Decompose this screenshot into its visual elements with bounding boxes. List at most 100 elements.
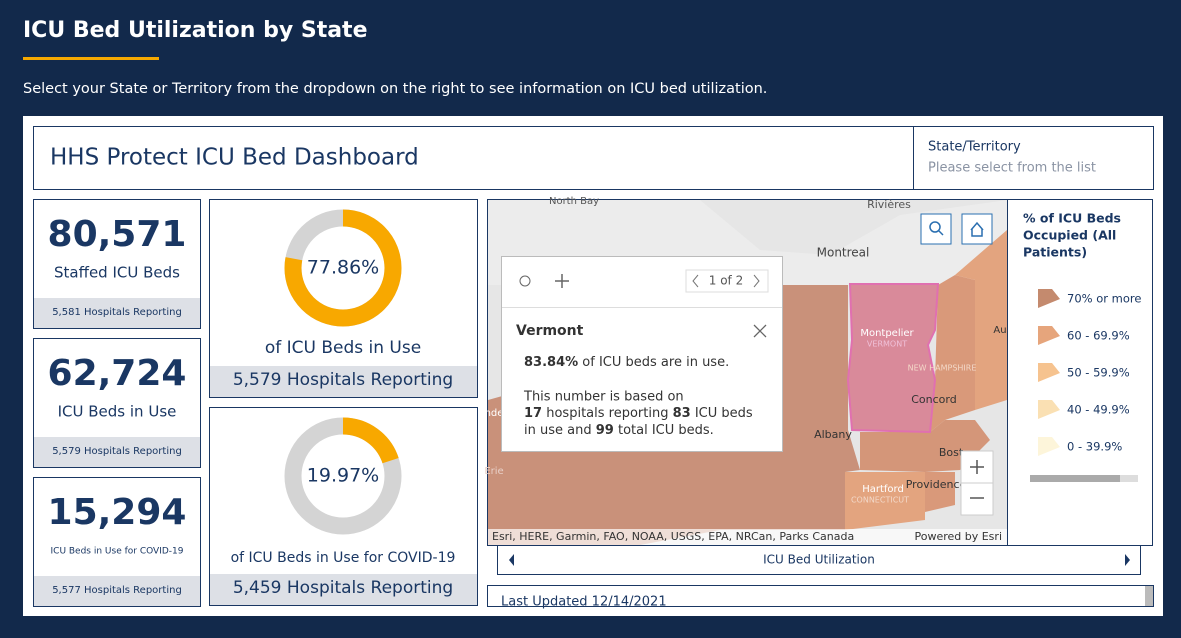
powered-by: Powered by Esri bbox=[914, 530, 1002, 543]
tab-next[interactable] bbox=[1125, 554, 1130, 566]
popup-line: in use and 99 total ICU beds. bbox=[524, 423, 714, 438]
zoom-in[interactable] bbox=[970, 460, 984, 474]
gauge-value: 77.86% bbox=[307, 257, 379, 279]
legend-title: % of ICU Beds bbox=[1023, 211, 1121, 226]
search-icon-handle bbox=[938, 230, 944, 236]
stat-footer-bg bbox=[34, 437, 200, 467]
legend-scroll-thumb[interactable] bbox=[1030, 475, 1120, 482]
map-label: Concord bbox=[911, 393, 956, 406]
selector-label: State/Territory bbox=[928, 140, 1021, 155]
popup-basis: This number is based on bbox=[523, 390, 684, 405]
region-me bbox=[955, 230, 1007, 410]
popup-line: 17 hospitals reporting 83 ICU beds bbox=[524, 406, 753, 421]
home-button[interactable] bbox=[961, 213, 993, 245]
region-ct bbox=[845, 472, 925, 530]
stat-footer: 5,577 Hospitals Reporting bbox=[52, 585, 182, 596]
gauge-value: 19.97% bbox=[307, 465, 379, 487]
map-label: nde bbox=[485, 408, 504, 419]
in-use-text2: in use and bbox=[524, 423, 592, 438]
map-label: Au bbox=[993, 325, 1006, 336]
stat-value: 80,571 bbox=[48, 214, 187, 255]
last-updated: Last Updated 12/14/2021 bbox=[501, 595, 667, 610]
stat-footer-bg bbox=[34, 576, 200, 606]
popup-zoom[interactable] bbox=[519, 275, 531, 287]
gauge-card bbox=[209, 407, 478, 606]
gauge-footer-bg bbox=[210, 366, 477, 397]
footer-scroll bbox=[1145, 586, 1153, 606]
gauge-arc bbox=[284, 209, 402, 327]
home-icon bbox=[970, 221, 984, 237]
pager bbox=[685, 269, 769, 293]
legend: % of ICU Beds Occupied (All Patients) 70% o… bbox=[1007, 199, 1153, 546]
region-ma bbox=[860, 420, 990, 472]
legend-frame bbox=[1007, 199, 1153, 546]
stat-label: Staffed ICU Beds bbox=[54, 264, 180, 282]
gauge-footer: 5,579 Hospitals Reporting bbox=[233, 370, 453, 390]
legend-swatch bbox=[1038, 326, 1060, 345]
gauge-label: of ICU Beds in Use for COVID-19 bbox=[231, 550, 456, 566]
gauge-cards: 77.86% of ICU Beds in Use 5,579 Hospitals … bbox=[209, 199, 478, 606]
page-title: ICU Bed Utilization by State bbox=[23, 18, 368, 43]
map-label: Albany bbox=[814, 428, 852, 441]
stat-footer: 5,581 Hospitals Reporting bbox=[52, 307, 182, 318]
map-label: Montpelier bbox=[860, 328, 914, 339]
stat-value: 15,294 bbox=[48, 492, 187, 533]
attribution-bar bbox=[488, 529, 1007, 545]
pager-text: 1 of 2 bbox=[709, 274, 743, 288]
dashboard-title: HHS Protect ICU Bed Dashboard bbox=[50, 145, 419, 171]
search-button[interactable] bbox=[920, 213, 952, 245]
vermont-highlight[interactable] bbox=[846, 283, 940, 434]
tab-bar: ICU Bed Utilization bbox=[497, 545, 1141, 575]
gauge-footer-bg bbox=[210, 574, 477, 605]
map-label: North Bay bbox=[549, 196, 599, 207]
stat-label: ICU Beds in Use for COVID-19 bbox=[51, 547, 184, 557]
tab-frame bbox=[497, 545, 1141, 575]
legend-title: Occupied (All bbox=[1023, 228, 1116, 243]
stat-text: of ICU beds are in use. bbox=[582, 355, 729, 370]
stat-footer-bg bbox=[34, 298, 200, 328]
gauge-card bbox=[209, 199, 478, 398]
state-selector[interactable]: State/Territory Please select from the l… bbox=[928, 140, 1096, 176]
stat-percent: 83.84% bbox=[524, 355, 578, 370]
map-label: CONNECTICUT bbox=[851, 496, 909, 505]
popup-close[interactable] bbox=[753, 324, 767, 338]
map-label: Erie bbox=[484, 466, 503, 477]
legend-label: 40 - 49.9% bbox=[1067, 403, 1130, 417]
legend-label: 70% or more bbox=[1067, 292, 1141, 306]
region-nh bbox=[930, 275, 975, 432]
hospitals-text: hospitals reporting bbox=[546, 406, 668, 421]
tab-prev[interactable] bbox=[509, 554, 514, 566]
hospitals: 17 bbox=[524, 406, 542, 421]
pager-prev[interactable] bbox=[692, 274, 699, 288]
title-underline bbox=[23, 57, 159, 60]
subtitle: Select your State or Territory from the … bbox=[23, 81, 767, 97]
legend-title: Patients) bbox=[1023, 245, 1087, 260]
legend-label: 50 - 59.9% bbox=[1067, 366, 1130, 380]
footer-box bbox=[487, 585, 1154, 607]
map-label: Hartford bbox=[862, 484, 904, 495]
map-label: Montreal bbox=[817, 246, 870, 260]
attribution: Esri, HERE, Garmin, FAO, NOAA, USGS, EPA… bbox=[492, 530, 854, 543]
popup-stat: 83.84% of ICU beds are in use. bbox=[524, 355, 729, 370]
legend-swatch bbox=[1038, 400, 1060, 419]
legend-swatch bbox=[1038, 363, 1060, 382]
gauge-label: of ICU Beds in Use bbox=[265, 338, 421, 358]
in-use: 83 bbox=[673, 406, 691, 421]
search-icon bbox=[929, 221, 941, 233]
popup-title: Vermont bbox=[516, 323, 584, 339]
gauge-arc bbox=[284, 417, 402, 535]
map-label: NEW HAMPSHIRE bbox=[908, 364, 977, 373]
legend-swatch bbox=[1038, 289, 1060, 308]
tab-label[interactable]: ICU Bed Utilization bbox=[763, 553, 875, 567]
pager-next[interactable] bbox=[753, 274, 760, 288]
gauge-footer: 5,459 Hospitals Reporting bbox=[233, 578, 453, 598]
popup: 1 of 2 Vermont 83.84% of ICU beds are in… bbox=[501, 256, 783, 452]
popup-move[interactable] bbox=[555, 274, 569, 288]
selector-placeholder[interactable]: Please select from the list bbox=[928, 161, 1096, 176]
legend-label: 0 - 39.9% bbox=[1067, 440, 1122, 454]
dashboard-header bbox=[33, 126, 1154, 190]
stat-cards: 80,571 Staffed ICU Beds 5,581 Hospitals Re… bbox=[33, 199, 201, 607]
region-ri bbox=[925, 472, 955, 512]
